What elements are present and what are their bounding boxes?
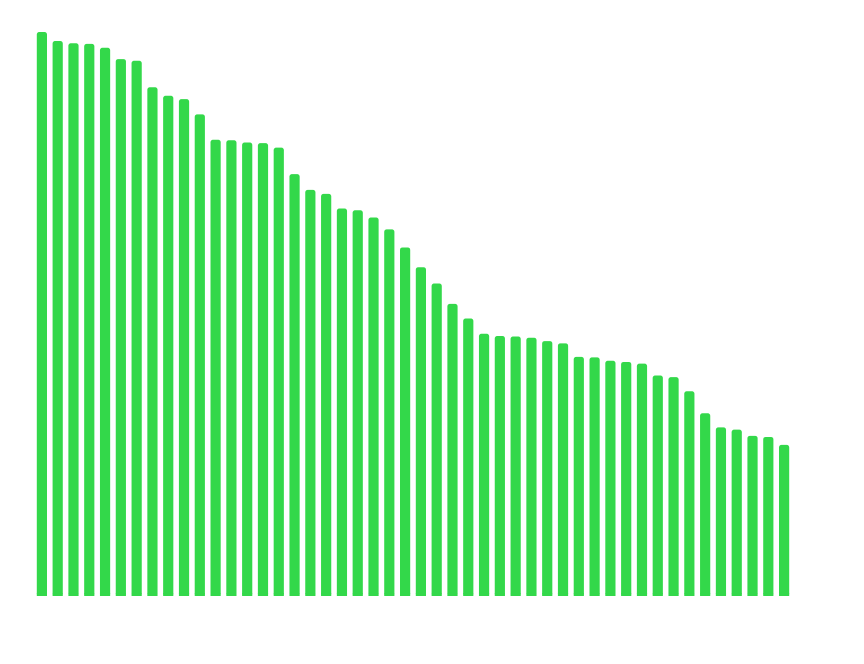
bar-2 bbox=[52, 41, 63, 596]
bar-6 bbox=[115, 59, 126, 596]
bar-39 bbox=[636, 363, 648, 596]
bar-31 bbox=[510, 336, 521, 596]
bar-30 bbox=[494, 336, 505, 596]
bar-base-23 bbox=[384, 593, 395, 596]
bar-16 bbox=[273, 147, 284, 596]
bar-base-48 bbox=[779, 593, 790, 596]
bar-22 bbox=[368, 217, 379, 596]
bar-7 bbox=[131, 60, 142, 596]
bar-base-30 bbox=[494, 593, 505, 596]
bar-1 bbox=[36, 32, 47, 596]
bar-base-4 bbox=[84, 593, 95, 596]
bar-base-21 bbox=[352, 593, 363, 596]
bar-base-36 bbox=[589, 593, 600, 596]
bar-3 bbox=[68, 43, 79, 596]
bar-40 bbox=[652, 375, 663, 596]
bar-32 bbox=[526, 337, 537, 596]
bar-36 bbox=[589, 357, 600, 596]
bar-base-6 bbox=[115, 593, 126, 596]
bar-base-28 bbox=[463, 593, 474, 596]
bar-base-31 bbox=[510, 593, 521, 596]
bar-21 bbox=[352, 210, 363, 596]
bar-base-33 bbox=[542, 593, 553, 596]
bar-base-34 bbox=[557, 593, 569, 596]
bar-base-19 bbox=[321, 593, 332, 596]
bar-35 bbox=[573, 356, 584, 596]
bar-47 bbox=[763, 436, 774, 596]
bar-45 bbox=[731, 429, 742, 596]
bar-base-39 bbox=[636, 593, 648, 596]
bar-base-16 bbox=[273, 593, 284, 596]
bar-base-2 bbox=[52, 593, 63, 596]
bar-29 bbox=[478, 333, 490, 596]
bar-base-11 bbox=[194, 593, 205, 596]
bar-base-40 bbox=[652, 593, 663, 596]
bar-base-43 bbox=[700, 593, 711, 596]
bar-46 bbox=[747, 435, 758, 596]
bar-44 bbox=[715, 427, 727, 596]
bar-19 bbox=[321, 193, 332, 596]
bar-base-45 bbox=[731, 593, 742, 596]
bar-4 bbox=[84, 43, 95, 596]
bar-base-44 bbox=[715, 593, 727, 596]
bar-base-26 bbox=[431, 593, 442, 596]
bar-18 bbox=[305, 189, 316, 597]
bar-base-38 bbox=[621, 593, 632, 596]
bar-33 bbox=[542, 341, 553, 596]
bar-base-10 bbox=[178, 593, 190, 596]
bar-base-35 bbox=[573, 593, 584, 596]
bar-base-47 bbox=[763, 593, 774, 596]
bar-base-13 bbox=[226, 593, 237, 596]
bar-23 bbox=[384, 229, 395, 596]
bar-base-32 bbox=[526, 593, 537, 596]
bar-base-12 bbox=[210, 593, 221, 596]
bar-11 bbox=[194, 114, 205, 596]
bar-12 bbox=[210, 139, 221, 596]
bar-base-42 bbox=[684, 593, 695, 596]
bar-base-1 bbox=[36, 593, 47, 596]
bar-24 bbox=[400, 247, 411, 596]
bar-base-7 bbox=[131, 593, 142, 596]
bar-base-37 bbox=[605, 593, 616, 596]
bar-base-8 bbox=[147, 593, 158, 596]
bar-base-20 bbox=[336, 593, 348, 596]
bar-5 bbox=[99, 47, 111, 597]
bar-20 bbox=[336, 208, 348, 596]
bars-group bbox=[36, 32, 790, 597]
bar-base-5 bbox=[99, 593, 111, 596]
bar-base-25 bbox=[415, 593, 426, 596]
bar-38 bbox=[621, 361, 632, 596]
bar-base-9 bbox=[163, 593, 174, 596]
bar-8 bbox=[147, 87, 158, 597]
bar-17 bbox=[289, 174, 300, 596]
bar-base-29 bbox=[478, 593, 490, 596]
bar-41 bbox=[668, 377, 679, 596]
bar-28 bbox=[463, 318, 474, 596]
bar-base-18 bbox=[305, 593, 316, 596]
bar-base-15 bbox=[257, 593, 269, 596]
bar-base-14 bbox=[242, 593, 253, 596]
bar-base-22 bbox=[368, 593, 379, 596]
bar-base-24 bbox=[400, 593, 411, 596]
bar-base-46 bbox=[747, 593, 758, 596]
bar-base-3 bbox=[68, 593, 79, 596]
bar-27 bbox=[447, 303, 458, 596]
bar-base-17 bbox=[289, 593, 300, 596]
bar-34 bbox=[557, 343, 569, 596]
bar-14 bbox=[242, 142, 253, 597]
bar-37 bbox=[605, 360, 616, 596]
bar-base-41 bbox=[668, 593, 679, 596]
bar-42 bbox=[684, 391, 695, 596]
bar-9 bbox=[163, 95, 174, 596]
bar-48 bbox=[779, 444, 790, 596]
bar-10 bbox=[178, 99, 190, 597]
bar-15 bbox=[257, 143, 269, 597]
bar-26 bbox=[431, 283, 442, 596]
bar-13 bbox=[226, 140, 237, 597]
bar-43 bbox=[700, 413, 711, 596]
bar-base-27 bbox=[447, 593, 458, 596]
bar-25 bbox=[415, 267, 426, 596]
